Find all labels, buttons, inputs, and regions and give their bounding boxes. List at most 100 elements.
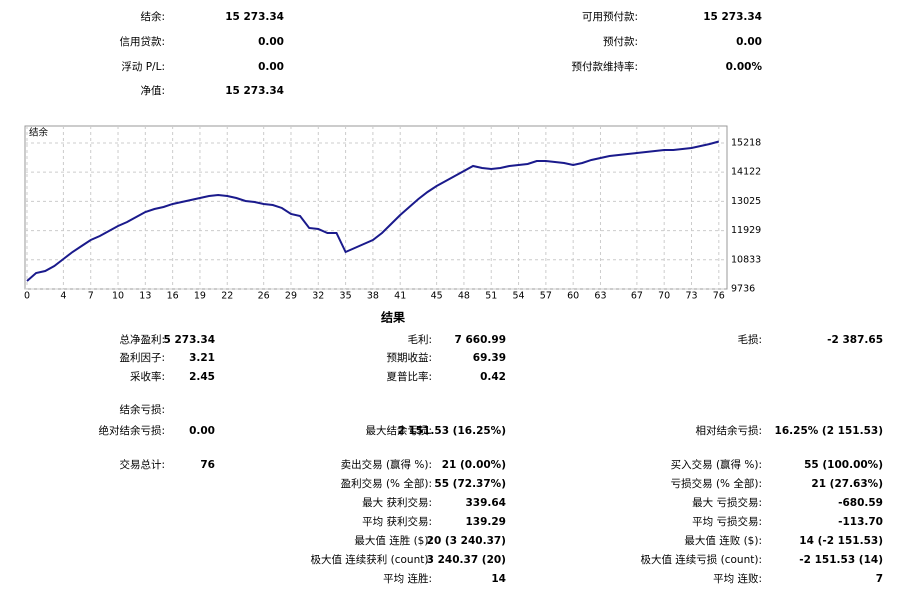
x-tick-label: 16 [167,291,179,302]
result-value: 7 [876,573,883,585]
result-label: 极大值 连续亏损 (count): [640,553,762,566]
result-value: 69.39 [473,352,506,364]
y-tick-label: 11929 [731,225,761,236]
x-tick-label: 70 [658,291,670,302]
result-value: 0.42 [480,371,506,383]
field-label: 结余: [140,10,165,23]
result-value: 21 (27.63%) [811,478,883,490]
x-tick-label: 45 [431,291,443,302]
result-label: 盈利交易 (% 全部): [341,477,432,490]
result-value: 3 240.37 (20) [427,554,506,566]
result-label: 平均 连败: [713,572,762,585]
field-value: 0.00 [258,61,284,73]
result-value: 21 (0.00%) [442,459,506,471]
x-tick-label: 13 [139,291,151,302]
result-value: 5 273.34 [164,334,215,346]
result-label: 平均 亏损交易: [692,515,762,528]
result-value: 339.64 [465,497,506,509]
field-value: 15 273.34 [703,11,762,23]
field-label: 预付款维持率: [571,60,638,73]
chart-title: 结余 [29,127,49,139]
result-label: 亏损交易 (% 全部): [671,477,762,490]
result-label: 交易总计: [119,458,165,471]
result-value: 76 [200,459,215,471]
result-label: 最大值 连胜 ($): [354,534,432,547]
x-tick-label: 10 [112,291,124,302]
x-tick-label: 7 [88,291,94,302]
x-tick-label: 57 [540,291,552,302]
result-value: -113.70 [838,516,883,528]
field-value: 15 273.34 [225,11,284,23]
result-value: -2 151.53 (14) [799,554,883,566]
x-tick-label: 38 [367,291,379,302]
field-value: 0.00 [736,36,762,48]
result-label: 盈利因子: [119,352,165,364]
result-value: 3.21 [189,352,215,364]
x-tick-label: 63 [594,291,606,302]
result-value: 14 [491,573,506,585]
field-label: 预付款: [603,35,638,48]
result-value: 14 (-2 151.53) [799,535,883,547]
field-label: 信用贷款: [119,35,165,48]
x-tick-label: 29 [285,291,297,302]
result-label: 最大结余亏损: [365,424,432,437]
x-tick-label: 19 [194,291,206,302]
y-tick-label: 9736 [731,284,755,295]
x-tick-label: 26 [258,291,270,302]
result-label: 极大值 连续获利 (count): [310,553,432,566]
result-value: 55 (100.00%) [804,459,883,471]
field-label: 净值: [140,84,165,97]
x-tick-label: 67 [631,291,643,302]
x-tick-label: 41 [394,291,406,302]
result-value: 2 151.53 (16.25%) [398,425,506,437]
result-label: 平均 连胜: [383,572,432,585]
field-value: 0.00% [726,61,763,73]
chart-frame [24,125,728,290]
result-value: 139.29 [465,516,506,528]
field-value: 15 273.34 [225,85,284,97]
result-label: 最大 获利交易: [362,496,432,509]
result-value: 20 (3 240.37) [427,535,506,547]
y-tick-label: 13025 [731,196,761,207]
field-label: 浮动 P/L: [121,61,165,73]
x-tick-label: 4 [60,291,66,302]
result-value: -680.59 [838,497,883,509]
x-tick-label: 73 [685,291,697,302]
result-value: -2 387.65 [827,334,883,346]
x-tick-label: 51 [485,291,497,302]
balance-line [26,140,720,282]
result-value: 55 (72.37%) [434,478,506,490]
result-label: 最大值 连败 ($): [684,534,762,547]
y-tick-label: 10833 [731,254,761,265]
x-tick-label: 60 [567,291,579,302]
result-label: 毛利: [407,334,432,346]
result-label: 采收率: [130,370,165,383]
x-tick-label: 22 [221,291,233,302]
result-label: 预期收益: [386,351,432,364]
x-tick-label: 48 [458,291,470,302]
x-tick-label: 0 [24,291,30,302]
y-tick-label: 14122 [731,167,761,178]
result-value: 2.45 [189,371,215,383]
result-value: 7 660.99 [455,334,506,346]
field-value: 0.00 [258,36,284,48]
result-label: 最大 亏损交易: [692,496,762,509]
result-label: 绝对结余亏损: [98,424,165,437]
result-label: 总净盈利: [119,333,165,346]
result-label: 卖出交易 (赢得 %): [341,458,432,471]
x-tick-label: 35 [340,291,352,302]
x-tick-label: 76 [713,291,725,302]
result-value: 16.25% (2 151.53) [775,425,883,437]
result-label: 夏普比率: [386,370,432,383]
result-label: 毛损: [737,333,762,346]
x-tick-label: 32 [312,291,324,302]
result-label: 买入交易 (赢得 %): [671,458,762,471]
y-tick-label: 15218 [731,137,761,148]
result-label: 平均 获利交易: [362,515,432,528]
field-label: 可用预付款: [582,10,638,23]
x-tick-label: 54 [513,291,525,302]
result-label: 结余亏损: [119,403,165,416]
result-value: 0.00 [189,425,215,437]
